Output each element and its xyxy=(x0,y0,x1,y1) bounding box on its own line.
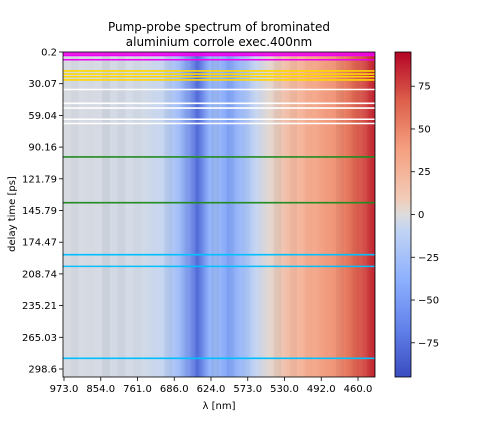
heatmap-column xyxy=(344,52,352,377)
heatmap-column xyxy=(164,52,172,377)
colorbar-frame xyxy=(394,51,412,378)
x-tick-label: 530.0 xyxy=(270,384,299,395)
colorbar-tick-label: −25 xyxy=(418,253,439,264)
heatmap-column xyxy=(86,52,94,377)
y-tick-label: 121.79 xyxy=(22,174,57,185)
y-axis-label: delay time [ps] xyxy=(7,176,18,252)
y-tick-label: 145.79 xyxy=(22,206,57,217)
colorbar-tick-label: 50 xyxy=(418,124,431,135)
heatmap-column xyxy=(242,52,250,377)
y-tick-label: 208.74 xyxy=(22,269,57,280)
heatmap-column xyxy=(196,52,204,377)
heatmap-column xyxy=(305,52,313,377)
colorbar-gradient xyxy=(395,52,411,377)
heatmap-column xyxy=(187,52,196,377)
heatmap-column xyxy=(149,52,157,377)
heatmap-column xyxy=(289,52,297,377)
heatmap-column xyxy=(336,52,344,377)
heatmap-column xyxy=(320,52,328,377)
heatmap-column xyxy=(227,52,235,377)
heatmap-column xyxy=(359,52,368,377)
heatmap-column xyxy=(281,52,289,377)
heatmap-column xyxy=(102,52,110,377)
x-tick-label: 761.0 xyxy=(123,384,152,395)
heatmap-column xyxy=(110,52,118,377)
heatmap-column xyxy=(297,52,305,377)
x-tick-label: 460.0 xyxy=(344,384,373,395)
plot-area xyxy=(62,51,376,378)
heatmap-column xyxy=(133,52,141,377)
heatmap-column xyxy=(250,52,258,377)
x-tick-label: 854.0 xyxy=(86,384,115,395)
x-axis-label: λ [nm] xyxy=(203,401,236,412)
y-tick-label: 0.2 xyxy=(41,48,57,59)
x-tick-label: 973.0 xyxy=(50,384,79,395)
x-axis-ticks: 973.0 854.0 761.0 686.0 624.0 573.0 530.0 492.0… xyxy=(50,377,373,395)
heatmap-field xyxy=(63,52,375,377)
y-tick-label: 265.03 xyxy=(22,333,57,344)
heatmap-column xyxy=(203,52,211,377)
heatmap-column xyxy=(328,52,336,377)
heatmap-column xyxy=(235,52,243,377)
x-tick-label: 624.0 xyxy=(197,384,226,395)
heatmap-column xyxy=(273,52,282,377)
y-tick-label: 30.07 xyxy=(28,79,57,90)
heatmap-column xyxy=(71,52,79,377)
y-tick-label: 59.04 xyxy=(28,111,57,122)
heatmap-column xyxy=(367,52,375,377)
heatmap-column xyxy=(352,52,360,377)
heatmap-column xyxy=(125,52,134,377)
heatmap-column xyxy=(258,52,266,377)
colorbar-tick-label: −50 xyxy=(418,296,439,307)
x-tick-label: 573.0 xyxy=(233,384,262,395)
y-tick-label: 174.47 xyxy=(22,238,57,249)
x-tick-label: 686.0 xyxy=(160,384,189,395)
chart-title-line-2: aluminium corrole exec.400nm xyxy=(126,35,312,49)
heatmap-column xyxy=(94,52,102,377)
heatmap-column xyxy=(141,52,149,377)
heatmap-column xyxy=(211,52,219,377)
y-axis-ticks: 0.2 30.07 59.04 90.16 121.79 145.79 174.47 208.… xyxy=(22,48,63,376)
y-tick-label: 298.6 xyxy=(28,365,57,376)
colorbar-tick-label: 75 xyxy=(418,82,431,93)
heatmap-column xyxy=(63,52,71,377)
heatmap-column xyxy=(118,52,126,377)
heatmap-column xyxy=(219,52,227,377)
plot-frame xyxy=(62,51,376,378)
colorbar-tick-label: 0 xyxy=(418,210,424,221)
chart-title-line-1: Pump-probe spectrum of brominated xyxy=(108,20,330,34)
heatmap-column xyxy=(313,52,321,377)
heatmap-column xyxy=(180,52,188,377)
y-tick-label: 235.21 xyxy=(22,301,57,312)
heatmap-column xyxy=(157,52,165,377)
x-tick-label: 492.0 xyxy=(307,384,336,395)
y-tick-label: 90.16 xyxy=(28,143,57,154)
heatmap-column xyxy=(79,52,87,377)
colorbar-tick-label: −75 xyxy=(418,338,439,349)
colorbar: 75 50 25 0 −25 −50 −75 xyxy=(394,51,439,378)
colorbar-tick-label: 25 xyxy=(418,167,431,178)
heatmap-column xyxy=(266,52,274,377)
heatmap-column xyxy=(172,52,180,377)
